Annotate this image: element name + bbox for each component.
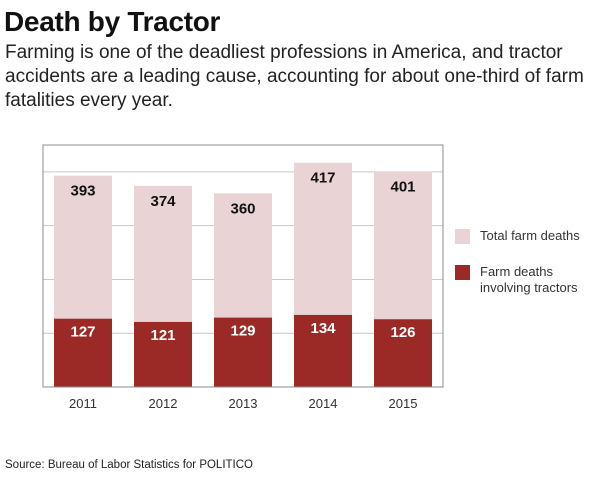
data-label-tractor: 126	[390, 324, 415, 341]
bars	[54, 162, 432, 387]
x-tick-label: 2011	[69, 396, 97, 411]
x-tick-label: 2013	[229, 396, 258, 411]
data-label-total: 401	[390, 178, 415, 195]
x-tick-label: 2015	[389, 396, 418, 411]
data-label-total: 417	[310, 170, 335, 187]
data-label-total: 360	[230, 200, 255, 217]
bar-tractor	[294, 314, 352, 387]
x-axis-ticks: 2011 2012 2013 2014 2015	[69, 396, 417, 411]
legend-label-tractor: Farm deaths involving tractors	[480, 264, 578, 295]
legend-swatch-total	[455, 229, 470, 244]
bar-tractor	[134, 321, 192, 387]
plot-frame	[42, 144, 444, 388]
data-label-tractor: 134	[310, 320, 336, 337]
bar-tractor	[54, 318, 112, 387]
legend-label-total: Total farm deaths	[480, 228, 580, 243]
bar-tractor	[374, 319, 432, 387]
legend-swatch-tractor	[455, 265, 470, 280]
x-tick-label: 2014	[309, 396, 338, 411]
legend-item-total: Total farm deaths	[455, 228, 595, 244]
data-label-total: 393	[70, 183, 95, 200]
source-note: Source: Bureau of Labor Statistics for P…	[5, 459, 253, 471]
data-labels: 393 127 374 121 360 129 417 134 401 126	[70, 170, 415, 344]
data-label-tractor: 129	[230, 323, 255, 340]
chart-subtitle: Farming is one of the deadliest professi…	[5, 42, 584, 111]
chart-title: Death by Tractor	[4, 6, 221, 37]
data-label-tractor: 127	[70, 324, 95, 341]
legend-item-tractor: Farm deaths involving tractors	[455, 264, 595, 296]
data-label-total: 374	[150, 193, 176, 210]
x-tick-label: 2012	[149, 396, 178, 411]
data-label-tractor: 121	[150, 327, 175, 344]
bar-tractor	[214, 317, 272, 387]
